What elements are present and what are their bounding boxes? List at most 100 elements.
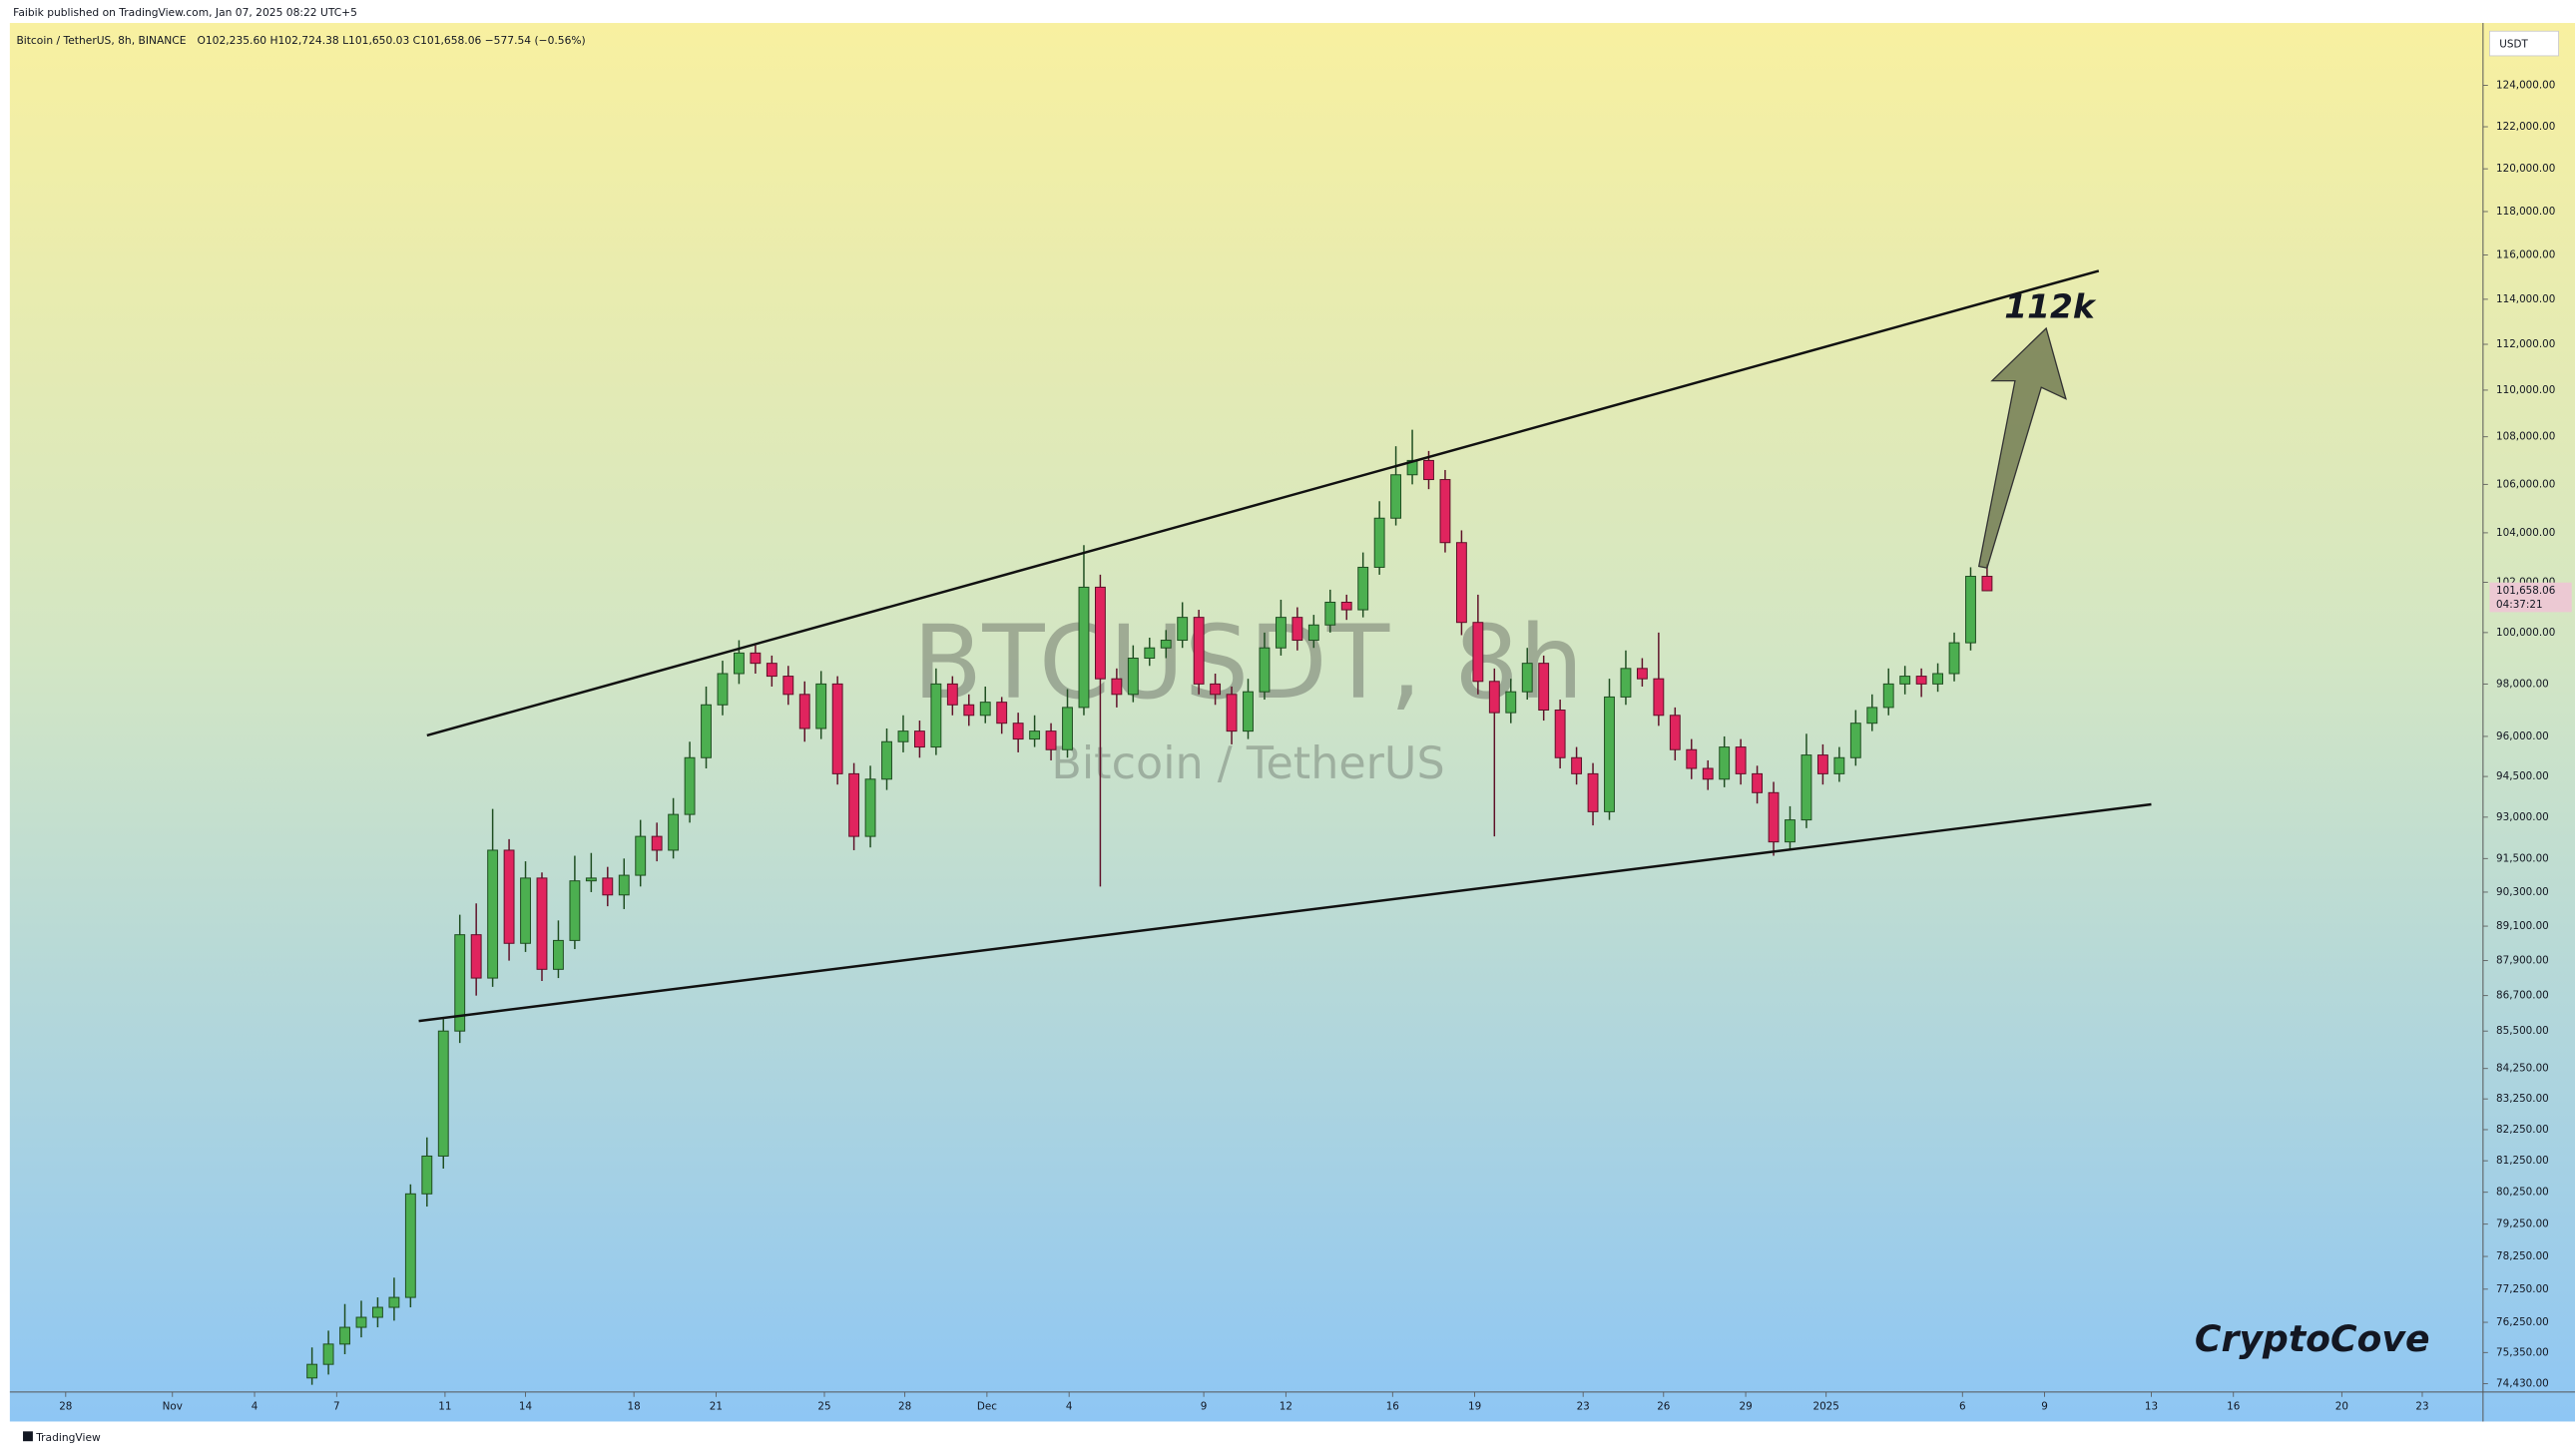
candle-body	[1554, 710, 1566, 758]
y-tick-label: 112,000.00	[2496, 338, 2555, 350]
target-arrow	[1977, 326, 2067, 569]
candle-body	[1587, 772, 1599, 812]
candle-body	[1521, 663, 1533, 693]
candle-body	[536, 877, 548, 970]
candle-body	[1160, 640, 1172, 649]
x-tick-label: 20	[2335, 1401, 2348, 1413]
candle-body	[1029, 730, 1041, 740]
y-tick-label: 102,000.00	[2496, 576, 2555, 588]
y-tick-label: 106,000.00	[2496, 478, 2555, 490]
candle-body	[1965, 576, 1976, 644]
candle-body	[1571, 756, 1583, 774]
candle-body	[1932, 673, 1944, 685]
x-tick-label: 2025	[1813, 1401, 1839, 1413]
x-tick-label: 9	[1201, 1401, 1208, 1413]
currency-box	[2489, 30, 2559, 57]
candle-body	[963, 704, 975, 717]
candle-body	[355, 1316, 367, 1328]
candle-body	[339, 1326, 350, 1345]
candle-body	[782, 676, 794, 696]
candle-body	[864, 778, 876, 837]
y-tick-label: 104,000.00	[2496, 527, 2555, 539]
candle-body	[913, 730, 925, 748]
candle-body	[701, 704, 712, 758]
x-tick-label: 18	[628, 1401, 641, 1413]
y-tick-label: 108,000.00	[2496, 431, 2555, 443]
y-tick-label: 74,430.00	[2496, 1378, 2549, 1390]
y-tick-label: 82,250.00	[2496, 1124, 2549, 1136]
candle-body	[322, 1343, 334, 1365]
y-tick-label: 76,250.00	[2496, 1316, 2549, 1328]
y-tick-label: 98,000.00	[2496, 678, 2549, 690]
y-tick-label: 80,250.00	[2496, 1187, 2549, 1199]
y-tick-label: 81,250.00	[2496, 1155, 2549, 1167]
x-tick-label: 26	[1657, 1401, 1670, 1413]
y-tick-label: 86,700.00	[2496, 990, 2549, 1002]
candle-body	[1505, 691, 1517, 714]
candle-body	[684, 756, 696, 815]
x-tick-label: 16	[2227, 1401, 2240, 1413]
x-tick-label: 7	[333, 1401, 340, 1413]
target-label: 112k	[2004, 287, 2097, 326]
candle-body	[1686, 748, 1698, 769]
chart-background	[9, 23, 2575, 1422]
candle-body	[1193, 617, 1205, 685]
y-tick-label: 122,000.00	[2496, 121, 2555, 133]
candle-body	[454, 934, 466, 1032]
candle-body	[979, 702, 991, 717]
candle-body	[734, 652, 745, 675]
candle-body	[372, 1306, 383, 1318]
candle-body	[1833, 756, 1845, 774]
countdown-label: 04:37:21	[2496, 599, 2543, 611]
candle-body	[1915, 676, 1927, 685]
y-tick-label: 89,100.00	[2496, 920, 2549, 932]
candle-body	[717, 673, 729, 706]
y-tick-label: 96,000.00	[2496, 730, 2549, 742]
y-tick-label: 77,250.00	[2496, 1283, 2549, 1295]
x-tick-label: 28	[59, 1401, 72, 1413]
x-tick-label: 23	[1577, 1401, 1590, 1413]
axes: 74,430.00 75,350.00 76,250.00 77,250.00 78,2…	[59, 80, 2572, 1413]
candle-body	[1455, 542, 1467, 624]
candle-body	[1210, 683, 1222, 696]
candle-body	[1866, 707, 1878, 725]
candle-body	[1144, 647, 1156, 659]
candle-body	[815, 683, 827, 729]
x-tick-label: Dec	[977, 1401, 997, 1413]
candle-body	[1226, 694, 1238, 732]
candle-body	[1768, 791, 1780, 843]
candle-body	[1423, 459, 1434, 481]
x-tick-label: 25	[817, 1401, 830, 1413]
y-tick-label: 93,000.00	[2496, 811, 2549, 823]
x-tick-label: 13	[2145, 1401, 2158, 1413]
candle-body	[1307, 624, 1319, 642]
candle-body	[1948, 642, 1960, 675]
candle-body	[553, 939, 564, 970]
candle-body	[1094, 586, 1106, 680]
current-price-box	[2489, 582, 2572, 613]
currency: USDT	[2499, 38, 2528, 50]
candle-body	[1291, 617, 1303, 642]
candle-body	[1981, 576, 1993, 592]
y-tick-label: 120,000.00	[2496, 163, 2555, 175]
candle-body	[831, 683, 843, 774]
candle-body	[1785, 819, 1796, 843]
candle-body	[437, 1030, 449, 1157]
watermark-subtitle: Bitcoin / TetherUS	[1051, 738, 1444, 789]
candle-body	[1340, 601, 1352, 611]
y-tick-label: 114,000.00	[2496, 293, 2555, 305]
y-tick-label: 90,300.00	[2496, 886, 2549, 898]
candle-body	[1653, 678, 1665, 717]
y-tick-label: 85,500.00	[2496, 1025, 2549, 1037]
candle-body	[1127, 658, 1139, 696]
y-tick-label: 75,350.00	[2496, 1346, 2549, 1358]
candle-body	[388, 1296, 400, 1308]
x-tick-label: 9	[2041, 1401, 2048, 1413]
candle-body	[1078, 586, 1090, 709]
candle-body	[306, 1363, 318, 1379]
candle-body	[1275, 617, 1287, 649]
author-label: CryptoCove	[2195, 1317, 2430, 1360]
candle-body	[881, 740, 892, 780]
candle-body	[1735, 746, 1747, 774]
